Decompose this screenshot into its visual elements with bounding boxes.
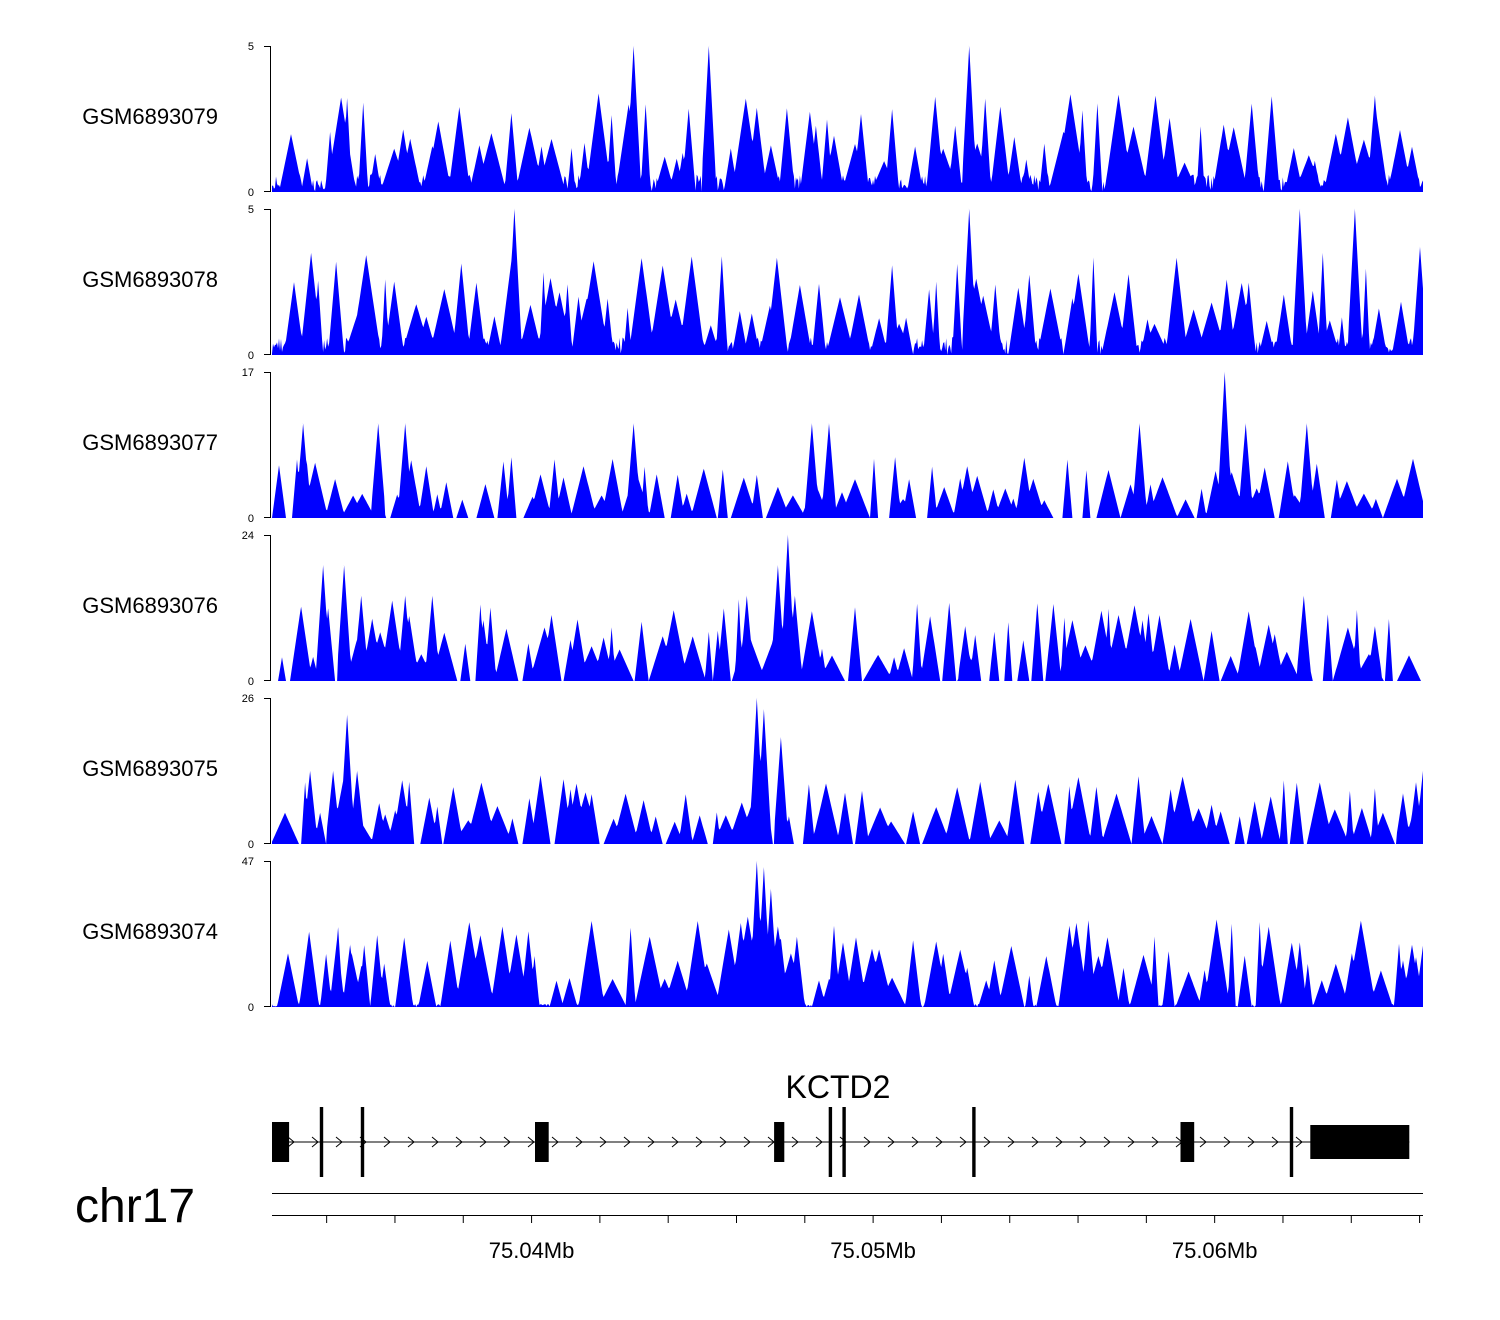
x-tick-label: 75.05Mb	[830, 1238, 916, 1263]
strand-arrow	[1007, 1136, 1015, 1148]
track-label: GSM6893079	[82, 104, 218, 129]
strand-arrow	[743, 1136, 751, 1148]
strand-arrow	[767, 1136, 775, 1148]
strand-arrow	[935, 1136, 943, 1148]
strand-arrow	[815, 1136, 823, 1148]
coverage-area	[272, 861, 1423, 1007]
track-GSM6893079: GSM6893079 5 0	[82, 41, 1423, 199]
strand-arrow	[1223, 1136, 1231, 1148]
coverage-area	[272, 535, 1423, 681]
exon-block	[1289, 1107, 1294, 1177]
exon-block	[972, 1107, 976, 1177]
y-min-label: 0	[248, 839, 254, 851]
strand-arrow	[503, 1136, 511, 1148]
track-label: GSM6893077	[82, 430, 218, 455]
genome-axis: chr17 75.04Mb 75.05Mb 75.06Mb	[75, 1180, 1423, 1263]
strand-arrow	[983, 1136, 991, 1148]
track-GSM6893074: GSM6893074 47 0	[82, 856, 1423, 1014]
track-label: GSM6893078	[82, 267, 218, 292]
strand-arrow	[1151, 1136, 1159, 1148]
strand-arrow	[575, 1136, 583, 1148]
exon-block	[360, 1107, 365, 1177]
strand-arrow	[1055, 1136, 1063, 1148]
y-min-label: 0	[248, 1002, 254, 1014]
y-max-label: 24	[242, 530, 254, 542]
y-min-label: 0	[248, 676, 254, 688]
y-max-label: 5	[248, 41, 254, 53]
strand-arrow	[1271, 1136, 1279, 1148]
strand-arrow	[599, 1136, 607, 1148]
y-max-label: 5	[248, 204, 254, 216]
strand-arrow	[1199, 1136, 1207, 1148]
strand-arrow	[407, 1136, 415, 1148]
strand-arrow	[791, 1136, 799, 1148]
exon-block	[828, 1107, 833, 1177]
exon-block	[842, 1107, 846, 1177]
x-tick-label: 75.06Mb	[1172, 1238, 1258, 1263]
strand-arrow	[695, 1136, 703, 1148]
strand-arrow	[887, 1136, 895, 1148]
track-GSM6893076: GSM6893076 24 0	[82, 530, 1423, 688]
strand-arrow	[959, 1136, 967, 1148]
y-max-label: 17	[242, 367, 254, 379]
strand-arrow	[479, 1136, 487, 1148]
exon-block	[319, 1107, 324, 1177]
y-min-label: 0	[248, 513, 254, 525]
track-GSM6893077: GSM6893077 17 0	[82, 367, 1423, 525]
strand-arrow	[383, 1136, 391, 1148]
exon-block	[272, 1122, 290, 1162]
strand-arrow	[1079, 1136, 1087, 1148]
strand-arrow	[1031, 1136, 1039, 1148]
strand-arrow	[527, 1136, 535, 1148]
x-tick-label: 75.04Mb	[489, 1238, 575, 1263]
coverage-area	[272, 209, 1423, 355]
strand-arrow	[863, 1136, 871, 1148]
y-min-label: 0	[248, 350, 254, 362]
strand-arrow	[839, 1136, 847, 1148]
y-min-label: 0	[248, 187, 254, 199]
strand-arrow	[1295, 1136, 1303, 1148]
exon-block	[1310, 1125, 1410, 1159]
coverage-area	[272, 46, 1423, 192]
strand-arrow	[455, 1136, 463, 1148]
exon-block	[774, 1122, 785, 1162]
strand-arrow	[335, 1136, 343, 1148]
strand-arrow	[623, 1136, 631, 1148]
gene-label: KCTD2	[786, 1069, 891, 1105]
strand-arrow	[1127, 1136, 1135, 1148]
strand-arrow	[671, 1136, 679, 1148]
strand-arrow	[551, 1136, 559, 1148]
strand-arrow	[719, 1136, 727, 1148]
strand-arrow	[911, 1136, 919, 1148]
strand-arrow	[1103, 1136, 1111, 1148]
track-GSM6893078: GSM6893078 5 0	[82, 204, 1423, 362]
strand-arrow	[647, 1136, 655, 1148]
chromosome-label: chr17	[75, 1180, 195, 1233]
y-max-label: 47	[242, 856, 254, 868]
strand-arrow	[431, 1136, 439, 1148]
exon-block	[535, 1122, 549, 1162]
coverage-area	[272, 372, 1423, 518]
strand-arrow	[311, 1136, 319, 1148]
track-label: GSM6893075	[82, 756, 218, 781]
y-max-label: 26	[242, 693, 254, 705]
strand-arrow	[287, 1136, 295, 1148]
strand-arrow	[1247, 1136, 1255, 1148]
exon-block	[1180, 1122, 1195, 1162]
gene-annotation-track: KCTD2	[272, 1069, 1410, 1177]
coverage-tracks: GSM689307950GSM689307850GSM6893077170GSM…	[82, 41, 1424, 1014]
coverage-area	[272, 698, 1423, 844]
track-label: GSM6893076	[82, 593, 218, 618]
track-label: GSM6893074	[82, 919, 218, 944]
track-GSM6893075: GSM6893075 26 0	[82, 693, 1424, 851]
